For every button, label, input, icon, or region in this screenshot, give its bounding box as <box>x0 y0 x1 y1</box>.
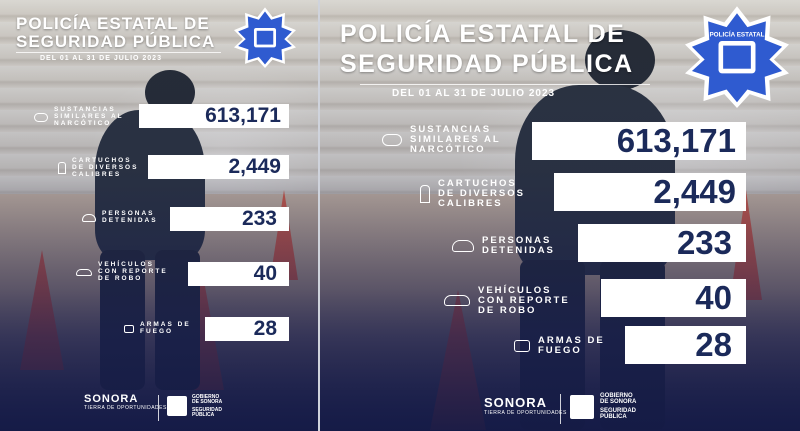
people-icon <box>82 213 96 222</box>
stat-label: SIMILARES AL <box>410 133 501 145</box>
stat-value: 28 <box>625 326 746 364</box>
stat-label: DETENIDAS <box>482 244 555 256</box>
stat-label: SUSTANCIAS <box>54 106 116 113</box>
left-panel: POLICÍA ESTATAL DE SEGURIDAD PÚBLICA DEL… <box>0 0 318 431</box>
stat-label: PERSONAS <box>482 235 552 246</box>
stat-value: 233 <box>170 207 289 231</box>
divider-line <box>16 52 221 53</box>
stat-label: CARTUCHOS <box>72 157 132 164</box>
stat-label: VEHÍCULOS <box>478 285 552 296</box>
stat-label: DE DIVERSOS <box>72 163 139 171</box>
drugs-icon <box>34 112 48 122</box>
stat-value: 2,449 <box>554 173 746 211</box>
stat-label: NARCÓTICO <box>410 143 486 155</box>
stat-label: SIMILARES AL <box>54 112 124 120</box>
gun-icon <box>514 339 530 352</box>
stat-label: NARCÓTICO <box>54 119 112 127</box>
stat-label: VEHÍCULOS <box>98 261 154 268</box>
car-icon <box>76 268 92 276</box>
stat-value: 233 <box>578 224 746 262</box>
stat-value: 28 <box>205 317 289 341</box>
brand-tagline: TIERRA DE OPORTUNIDADES <box>484 410 567 416</box>
sonora-logo: SONORA TIERRA DE OPORTUNIDADES <box>84 393 167 411</box>
divider-line <box>360 84 650 85</box>
gov-line: DE SONORA <box>192 399 223 406</box>
stat-label: ARMAS DE <box>140 321 191 328</box>
dept-line: PÚBLICA <box>192 411 215 418</box>
stat-value: 40 <box>188 262 289 286</box>
police-badge-icon: POLICÍA ESTATAL <box>685 6 789 108</box>
gov-line: DE SONORA <box>600 399 637 406</box>
gov-line: GOBIERNO <box>600 393 633 399</box>
brand-tagline: TIERRA DE OPORTUNIDADES <box>84 405 167 411</box>
date-range: DEL 01 AL 31 DE JULIO 2023 <box>392 88 556 99</box>
stat-label: DE ROBO <box>98 274 143 282</box>
dept-line: PÚBLICA <box>600 413 627 420</box>
stat-label: CALIBRES <box>72 170 122 178</box>
stat-value: 613,171 <box>139 104 289 128</box>
state-seal-icon <box>167 396 187 416</box>
stat-value: 613,171 <box>532 122 746 160</box>
state-seal-icon <box>570 395 594 419</box>
stat-value: 40 <box>601 279 746 317</box>
stat-label: CARTUCHOS <box>438 178 517 189</box>
car-icon <box>444 295 470 307</box>
dept-line: SEGURIDAD <box>600 407 637 414</box>
cartridges-icon <box>420 184 430 203</box>
stat-label: SUSTANCIAS <box>410 124 492 135</box>
stat-label: DE DIVERSOS <box>438 187 525 199</box>
stat-label: FUEGO <box>538 344 582 356</box>
badge-text: POLICÍA ESTATAL <box>709 29 764 38</box>
sonora-logo: SONORA TIERRA DE OPORTUNIDADES <box>484 395 567 416</box>
page-title-line2: SEGURIDAD PÚBLICA <box>16 32 216 51</box>
gov-line: GOBIERNO <box>192 394 220 400</box>
stat-label: ARMAS DE <box>538 335 605 346</box>
drugs-icon <box>382 133 402 146</box>
dept-line: SEGURIDAD <box>192 406 223 413</box>
cartridges-icon <box>58 162 66 175</box>
stat-label: CON REPORTE <box>98 267 168 275</box>
page-title-line1: POLICÍA ESTATAL DE <box>340 20 626 48</box>
stat-value: 2,449 <box>148 155 289 179</box>
gov-text: GOBIERNO DE SONORA SEGURIDAD PÚBLICA <box>192 394 223 418</box>
stat-label: FUEGO <box>140 327 174 335</box>
gov-text: GOBIERNO DE SONORA SEGURIDAD PÚBLICA <box>600 393 636 420</box>
stat-label: DETENIDAS <box>102 216 158 224</box>
brand-name: SONORA <box>484 395 548 410</box>
footer-divider <box>158 395 159 421</box>
police-badge-icon <box>234 7 296 68</box>
stat-label: DE ROBO <box>478 304 537 316</box>
page-title-line2: SEGURIDAD PÚBLICA <box>340 50 634 78</box>
stat-label: CALIBRES <box>438 197 503 209</box>
date-range: DEL 01 AL 31 DE JULIO 2023 <box>40 55 162 62</box>
page-title-line1: POLICÍA ESTATAL DE <box>16 14 210 33</box>
panel-divider <box>318 0 320 431</box>
people-icon <box>452 239 474 252</box>
footer-divider <box>560 394 561 424</box>
right-panel: POLICÍA ESTATAL DE SEGURIDAD PÚBLICA DEL… <box>320 0 800 431</box>
gun-icon <box>124 324 134 333</box>
stat-label: CON REPORTE <box>478 294 570 306</box>
brand-name: SONORA <box>84 393 139 405</box>
stat-label: PERSONAS <box>102 210 155 217</box>
